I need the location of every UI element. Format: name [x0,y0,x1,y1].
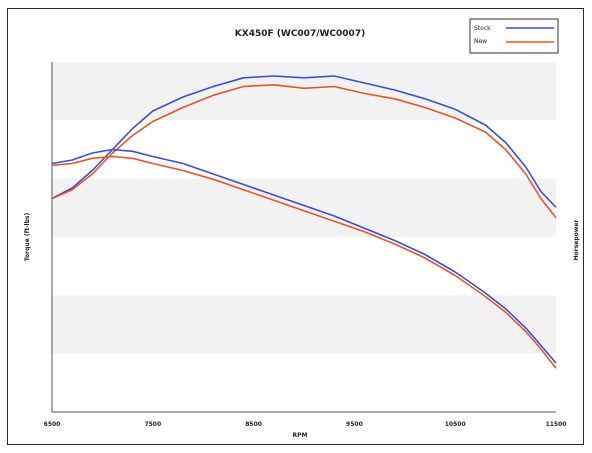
x-tick-label: 9500 [346,421,363,428]
x-axis-label: RPM [293,432,308,439]
grid-band [52,178,556,237]
plot-area [51,62,556,413]
grid-band [52,120,556,179]
legend-box [469,18,559,54]
series-lines [51,75,557,369]
x-tick-label: 10500 [445,421,466,428]
legend: Stock New [469,18,559,54]
series-line-stock-torque [51,148,557,364]
legend-label-stock: Stock [474,25,491,32]
legend-label-new: New [474,38,487,45]
x-tick-label: 8500 [245,421,262,428]
series-line-new-power [51,84,557,219]
grid-band [52,295,556,354]
grid-bands [52,62,556,412]
grid-band [52,353,556,412]
series-line-stock-power [51,75,557,208]
series-line-new-torque [51,155,557,369]
grid-band [52,237,556,296]
x-tick-labels: 6500 7500 8500 9500 10500 11500 [44,421,567,428]
x-tick-label: 7500 [144,421,161,428]
x-tick-label: 6500 [44,421,61,428]
grid-band [52,62,556,121]
chart-title: KX450F (WC007/WC0007) [235,29,365,39]
y-axis-label-right: Horsepower [573,220,580,261]
x-tick-label: 11500 [546,421,567,428]
y-axis-label-left: Torque (ft-lbs) [24,213,31,262]
